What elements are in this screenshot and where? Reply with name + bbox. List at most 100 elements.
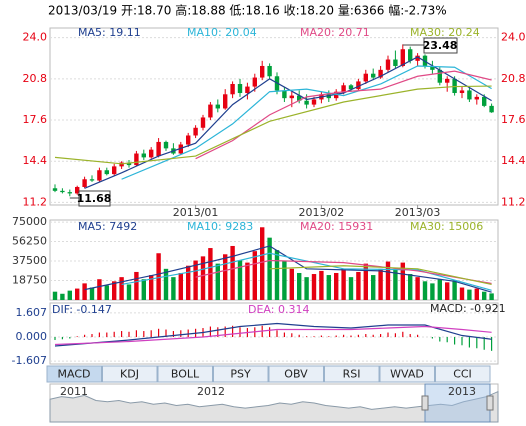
candle-body <box>297 95 302 101</box>
tab[interactable] <box>213 365 269 383</box>
volume-bar <box>178 272 183 300</box>
tab[interactable] <box>157 365 213 383</box>
tab-label[interactable]: WVAD <box>390 368 424 381</box>
annotation: 23.48 <box>423 39 458 52</box>
ma-line <box>54 85 492 165</box>
header: 2013/03/19 开:18.70 高:18.88 低:18.16 收:18.… <box>48 3 447 18</box>
candle-body <box>408 49 413 61</box>
candle-body <box>260 65 265 78</box>
y-tick-label: 37500 <box>12 254 47 267</box>
volume-bar <box>186 265 191 300</box>
volume-bar <box>297 272 302 300</box>
volume-bar <box>282 260 287 300</box>
tab[interactable] <box>324 365 380 383</box>
volume-bar <box>408 274 413 300</box>
volume-bar <box>112 281 117 300</box>
navigator-label: 2011 <box>60 385 88 398</box>
x-tick-label: 2013/01 <box>173 206 219 219</box>
volume-bar <box>363 263 368 300</box>
ma-line <box>84 56 492 189</box>
volume-bar <box>223 254 228 300</box>
candle-body <box>445 78 450 83</box>
volume-bar <box>89 287 95 300</box>
volume-bar <box>141 279 146 300</box>
y-tick-label: 11.2 <box>23 195 48 208</box>
legend-entry: DIF: -0.147 <box>52 303 112 316</box>
volume-bar <box>163 268 169 300</box>
ma-line <box>195 259 492 285</box>
ma-line <box>54 325 492 346</box>
x-tick-label: 2013/03 <box>395 206 441 219</box>
volume-bar <box>82 283 87 300</box>
y-tick-label-right: 11.2 <box>501 195 526 208</box>
candle-body <box>119 162 124 167</box>
y-tick-label: 20.8 <box>23 72 48 85</box>
legend-entry: MA5: 19.11 <box>78 26 141 39</box>
candle-body <box>459 90 465 94</box>
candle-body <box>230 83 235 95</box>
volume-bar <box>304 277 309 300</box>
tab-label[interactable]: MACD <box>58 368 91 381</box>
y-tick-label-right: 24.0 <box>501 31 526 44</box>
tab[interactable] <box>46 365 102 383</box>
legend-entry: MA20: 20.71 <box>300 26 370 39</box>
candle-body <box>311 99 317 105</box>
candle-body <box>393 59 398 66</box>
volume-bar <box>215 263 220 300</box>
tab-label[interactable]: OBV <box>284 368 308 381</box>
tab-label[interactable]: KDJ <box>120 368 139 381</box>
volume-bar <box>237 260 243 300</box>
candle-body <box>489 105 494 113</box>
legend-entry: MA10: 9283 <box>187 220 253 233</box>
candle-body <box>430 65 435 70</box>
candle-body <box>215 104 220 109</box>
candle-body <box>163 141 169 149</box>
volume-bar <box>489 293 494 300</box>
annotation-box <box>78 190 111 207</box>
candle-body <box>82 179 87 187</box>
candle-body <box>467 90 472 100</box>
y-tick-label: 17.6 <box>23 113 48 126</box>
volume-bar <box>371 275 376 300</box>
volume-bar <box>134 271 139 300</box>
candle-body <box>75 186 80 194</box>
tab[interactable] <box>268 365 324 383</box>
candle-body <box>200 117 206 128</box>
candle-body <box>52 188 58 191</box>
volume-bar <box>422 281 428 300</box>
tab[interactable] <box>102 365 158 383</box>
ma-line <box>54 322 492 347</box>
y-tick-label-right: 17.6 <box>501 113 526 126</box>
candle-body <box>141 153 146 158</box>
candle-body <box>289 95 294 99</box>
y-tick-label: 0.000 <box>16 330 48 343</box>
tab[interactable] <box>379 365 435 383</box>
tab-label[interactable]: CCI <box>453 368 472 381</box>
volume-bar <box>430 283 435 300</box>
volume-bar <box>260 227 265 300</box>
y-tick-label-right: 20.8 <box>501 72 526 85</box>
tab[interactable] <box>435 365 491 383</box>
y-tick-label: 75000 <box>12 215 47 228</box>
tab-label[interactable]: BOLL <box>171 368 200 381</box>
volume-bar <box>459 287 465 300</box>
volume-bar <box>289 268 294 300</box>
candle-body <box>134 153 139 166</box>
candle-body <box>482 96 487 106</box>
tab-label[interactable]: RSI <box>343 368 361 381</box>
volume-bar <box>200 256 206 300</box>
navigator-selection[interactable] <box>424 383 491 423</box>
volume-bar <box>230 245 235 300</box>
volume-bar <box>156 253 161 300</box>
ma-line <box>121 65 492 180</box>
volume-bar <box>267 237 272 300</box>
navigator-handle[interactable] <box>421 395 429 411</box>
candle-body <box>452 78 457 94</box>
macd-legend: MACD: -0.921 <box>430 302 506 315</box>
tab-label[interactable]: PSY <box>230 368 251 381</box>
navigator-handle[interactable] <box>486 395 494 411</box>
y-tick-label: 56250 <box>12 235 47 248</box>
candle-body <box>97 170 102 181</box>
navigator-area <box>49 390 499 423</box>
